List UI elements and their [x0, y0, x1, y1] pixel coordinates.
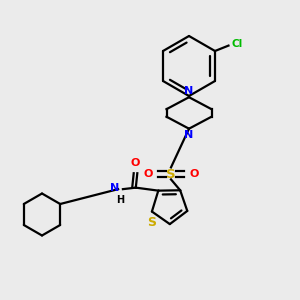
Text: S: S	[147, 216, 156, 229]
Text: H: H	[116, 194, 124, 205]
Text: O: O	[189, 169, 198, 179]
Text: N: N	[184, 86, 194, 96]
Text: N: N	[184, 130, 194, 140]
Text: Cl: Cl	[232, 39, 243, 50]
Text: N: N	[110, 183, 119, 193]
Text: S: S	[166, 167, 176, 181]
Text: O: O	[144, 169, 153, 179]
Text: O: O	[131, 158, 140, 168]
